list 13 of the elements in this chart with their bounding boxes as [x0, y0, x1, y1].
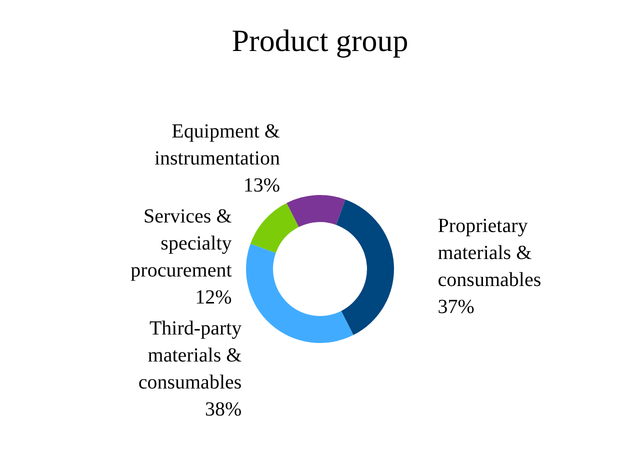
donut-slice: [246, 244, 354, 343]
data-label: 13%: [243, 174, 280, 197]
slice-label: Third-party materials & consumables: [138, 318, 242, 394]
data-label: 38%: [204, 398, 242, 421]
data-label: 12%: [195, 286, 232, 309]
donut-slice: [286, 195, 346, 228]
data-label: 37%: [438, 296, 474, 318]
slice-label: Equipment & instrumentation: [154, 120, 280, 170]
chart-title: Product group: [232, 23, 408, 58]
donut-slice: [336, 199, 394, 336]
slice-label: Services & specialty procurement: [130, 206, 232, 282]
donut-slice: [250, 202, 299, 253]
slice-label: Proprietary materials & consumables: [438, 215, 542, 292]
